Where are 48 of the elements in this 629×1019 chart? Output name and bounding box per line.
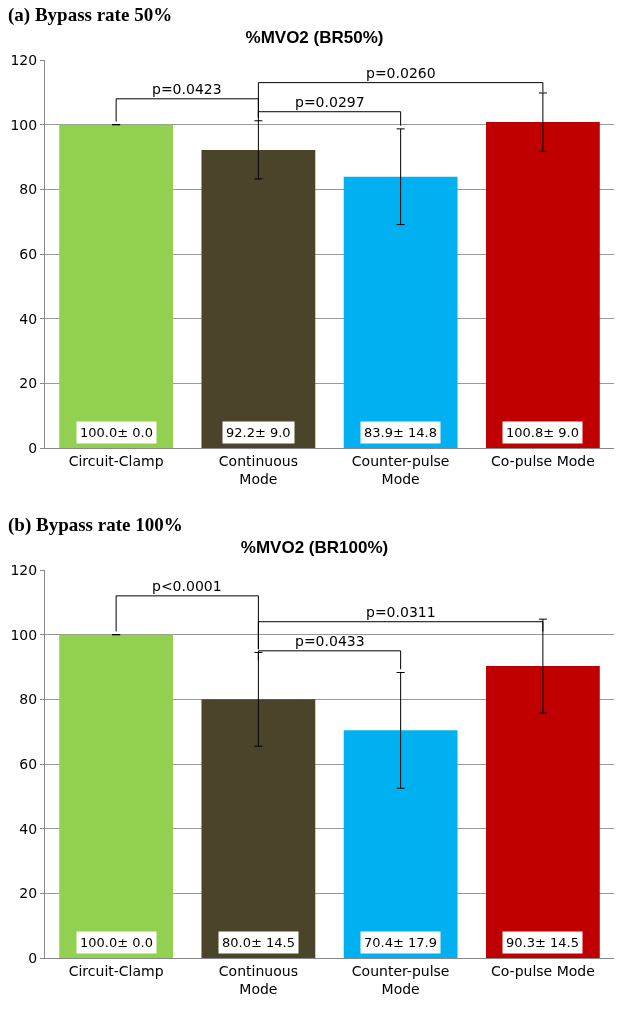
bar bbox=[343, 176, 458, 448]
annotation: p<0.0001 bbox=[152, 578, 222, 594]
data-label: 90.3± 14.5 bbox=[506, 935, 579, 950]
y-tick-label: 100 bbox=[10, 626, 38, 643]
bar bbox=[343, 730, 458, 958]
chart-title: (b) Bypass rate 100% bbox=[8, 514, 184, 537]
chart-title: (a) Bypass rate 50% bbox=[8, 4, 174, 27]
x-tick-label: Counter-pulse Mode bbox=[351, 452, 450, 487]
y-tick-label: 120 bbox=[10, 561, 38, 578]
bar bbox=[201, 149, 316, 448]
chart-subtitle: %MVO2 (BR100%) bbox=[239, 538, 390, 559]
y-tick-label: 40 bbox=[19, 310, 38, 327]
annotation: p=0.0297 bbox=[295, 94, 365, 110]
data-label: 80.0± 14.5 bbox=[222, 935, 295, 950]
annotation: p=0.0433 bbox=[295, 633, 365, 649]
annotation: p=0.0311 bbox=[366, 604, 436, 620]
x-tick-label: Circuit-Clamp bbox=[68, 452, 164, 469]
x-tick-label: Continuous Mode bbox=[218, 962, 298, 997]
y-tick-label: 120 bbox=[10, 51, 38, 68]
chart-subtitle: %MVO2 (BR50%) bbox=[244, 28, 385, 49]
bar bbox=[59, 634, 174, 958]
bar bbox=[201, 699, 316, 958]
x-tick-label: Continuous Mode bbox=[218, 452, 298, 487]
annotation: p=0.0260 bbox=[366, 65, 436, 81]
data-label: 83.9± 14.8 bbox=[364, 425, 437, 440]
y-tick-label: 40 bbox=[19, 820, 38, 837]
x-tick-label: Co-pulse Mode bbox=[490, 452, 595, 469]
data-label: 100.0± 0.0 bbox=[80, 425, 153, 440]
y-tick-label: 0 bbox=[28, 949, 38, 966]
y-tick-label: 80 bbox=[19, 181, 38, 198]
data-label: 70.4± 17.9 bbox=[364, 935, 437, 950]
y-tick-label: 80 bbox=[19, 691, 38, 708]
y-tick-label: 20 bbox=[19, 375, 38, 392]
data-label: 92.2± 9.0 bbox=[226, 425, 291, 440]
y-tick-label: 20 bbox=[19, 885, 38, 902]
data-label: 100.0± 0.0 bbox=[80, 935, 153, 950]
y-tick-label: 0 bbox=[28, 439, 38, 456]
data-label: 100.8± 9.0 bbox=[506, 425, 579, 440]
x-tick-label: Counter-pulse Mode bbox=[351, 962, 450, 997]
bar bbox=[485, 666, 600, 958]
y-tick-label: 60 bbox=[19, 245, 38, 262]
annotation: p=0.0423 bbox=[152, 81, 222, 97]
x-tick-label: Co-pulse Mode bbox=[490, 962, 595, 979]
y-tick-label: 60 bbox=[19, 755, 38, 772]
y-tick-label: 100 bbox=[10, 116, 38, 133]
bar bbox=[59, 124, 174, 448]
x-tick-label: Circuit-Clamp bbox=[68, 962, 164, 979]
bar bbox=[485, 122, 600, 448]
